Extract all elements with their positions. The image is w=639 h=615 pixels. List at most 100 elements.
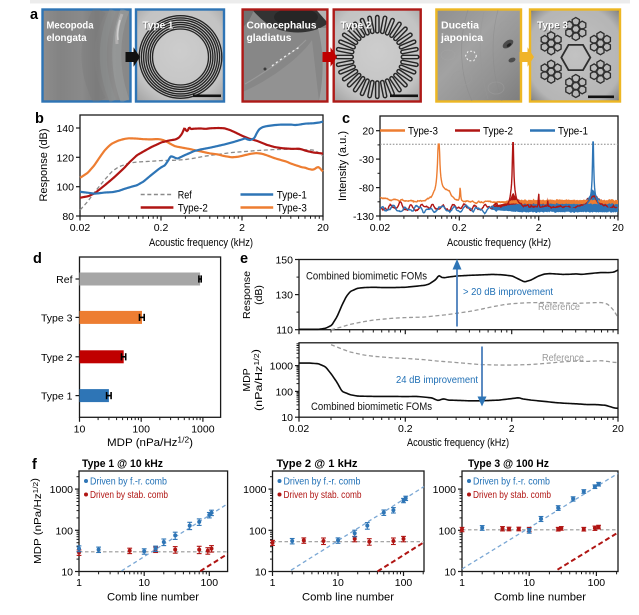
svg-text:c: c [342,111,350,127]
svg-text:1000: 1000 [191,423,215,435]
svg-text:Comb line number: Comb line number [107,592,199,604]
svg-text:-30: -30 [359,154,374,166]
svg-text:10: 10 [523,577,535,589]
svg-text:-80: -80 [359,183,374,195]
svg-text:Comb line number: Comb line number [494,592,586,604]
svg-text:100: 100 [395,577,413,589]
svg-text:20: 20 [362,126,374,138]
svg-text:-130: -130 [353,211,374,223]
svg-text:80: 80 [62,211,74,223]
svg-text:Reference: Reference [538,301,580,313]
svg-text:Type 3: Type 3 [538,20,569,32]
svg-text:0.2: 0.2 [154,222,169,234]
svg-text:MDP (nPa/Hz1/2): MDP (nPa/Hz1/2) [29,478,44,564]
svg-text:Combined biomimetic FOMs: Combined biomimetic FOMs [311,401,432,413]
svg-text:Mecopoda: Mecopoda [47,21,94,32]
svg-text:Type-2: Type-2 [178,203,208,215]
svg-text:1: 1 [76,577,82,589]
svg-text:Driven by stab. comb: Driven by stab. comb [90,490,168,501]
svg-text:10: 10 [61,567,73,579]
svg-text:Combined biomimetic FOMs: Combined biomimetic FOMs [306,271,427,283]
svg-text:Type 2: Type 2 [341,20,372,32]
svg-text:0.2: 0.2 [452,222,467,234]
svg-text:Intensity (a.u.): Intensity (a.u.) [337,131,349,201]
svg-text:2: 2 [509,423,515,435]
svg-text:10: 10 [444,567,456,579]
svg-text:100: 100 [201,577,219,589]
svg-text:20: 20 [612,423,624,435]
svg-text:a: a [30,7,39,23]
svg-text:Type-1: Type-1 [277,190,307,202]
svg-text:100: 100 [438,525,456,537]
svg-text:100: 100 [249,525,267,537]
svg-text:Type 2 @ 1 kHz: Type 2 @ 1 kHz [277,458,359,470]
svg-text:10: 10 [255,567,267,579]
svg-text:130: 130 [275,290,293,302]
svg-text:20: 20 [612,222,624,234]
svg-text:Type 2: Type 2 [341,20,372,32]
svg-text:Type 3 @ 100 Hz: Type 3 @ 100 Hz [468,458,549,470]
svg-text:Driven by f.-r. comb: Driven by f.-r. comb [284,477,361,488]
svg-text:Acoustic frequency (kHz): Acoustic frequency (kHz) [447,237,551,249]
svg-text:10: 10 [138,577,150,589]
svg-text:Type 3: Type 3 [41,312,73,324]
svg-text:Response: Response [241,271,253,319]
svg-text:Type-3: Type-3 [408,126,438,138]
svg-text:1000: 1000 [243,484,267,496]
svg-text:120: 120 [56,152,74,164]
svg-text:110: 110 [276,325,293,337]
svg-text:1000: 1000 [433,484,457,496]
svg-text:Type 1: Type 1 [41,391,73,403]
svg-text:Comb line number: Comb line number [302,592,394,604]
svg-text:Driven by f.-r. comb: Driven by f.-r. comb [90,477,167,488]
svg-text:Acoustic frequency (kHz): Acoustic frequency (kHz) [149,237,253,249]
svg-text:Type 1: Type 1 [143,20,174,32]
svg-text:0.02: 0.02 [370,222,391,234]
svg-text:Response (dB): Response (dB) [38,129,50,202]
svg-text:Type 1: Type 1 [143,20,174,32]
svg-text:Type 3: Type 3 [537,20,568,32]
svg-text:0.02: 0.02 [289,423,310,435]
svg-text:100: 100 [588,577,606,589]
svg-text:gladiatus: gladiatus [247,33,292,44]
svg-text:d: d [33,251,42,267]
svg-text:f: f [32,457,37,473]
svg-text:0.2: 0.2 [398,423,413,435]
svg-text:Ref: Ref [178,190,193,202]
svg-text:b: b [35,111,44,127]
svg-text:24 dB improvement: 24 dB improvement [396,374,478,386]
svg-text:2: 2 [536,222,542,234]
svg-text:140: 140 [56,123,74,135]
svg-text:Type-2: Type-2 [483,126,513,138]
svg-text:10: 10 [281,412,293,424]
svg-text:(dB): (dB) [253,285,265,305]
svg-text:100: 100 [275,386,293,398]
svg-text:japonica: japonica [440,33,483,44]
svg-text:Driven by stab. comb: Driven by stab. comb [473,490,551,501]
svg-text:Type-3: Type-3 [277,203,307,215]
svg-text:100: 100 [55,525,73,537]
svg-text:1: 1 [459,577,465,589]
svg-text:Driven by f.-r. comb: Driven by f.-r. comb [473,477,550,488]
svg-text:Reference: Reference [542,352,584,364]
svg-text:20: 20 [317,222,329,234]
svg-text:e: e [240,251,248,267]
svg-text:Type 2: Type 2 [41,352,73,364]
svg-text:Ref: Ref [56,274,72,286]
svg-text:MDP: MDP [241,368,253,391]
svg-text:1: 1 [270,577,276,589]
svg-text:150: 150 [275,255,293,267]
svg-text:1000: 1000 [50,484,74,496]
svg-text:Type 1 @ 10 kHz: Type 1 @ 10 kHz [82,458,163,470]
svg-text:Acoustic frequency (kHz): Acoustic frequency (kHz) [407,437,509,449]
svg-text:1000: 1000 [270,361,294,373]
svg-text:elongata: elongata [47,33,87,44]
svg-text:100: 100 [132,423,150,435]
svg-text:Conocephalus: Conocephalus [247,21,317,32]
svg-text:100: 100 [56,182,74,194]
svg-text:10: 10 [74,423,86,435]
svg-text:10: 10 [332,577,344,589]
svg-text:Driven by stab. comb: Driven by stab. comb [284,490,362,501]
svg-text:> 20 dB improvement: > 20 dB improvement [463,286,553,298]
svg-text:Type-1: Type-1 [558,126,588,138]
